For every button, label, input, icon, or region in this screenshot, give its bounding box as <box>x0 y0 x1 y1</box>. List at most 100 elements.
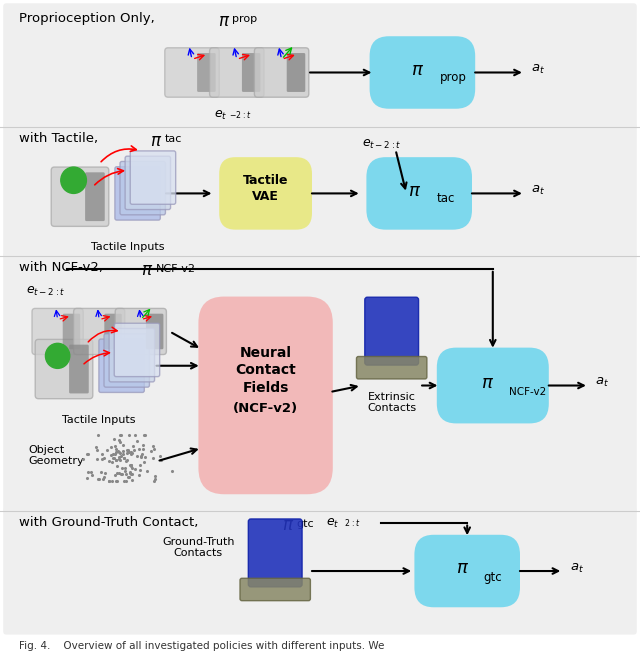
Text: Contact: Contact <box>236 363 296 378</box>
Text: $_{\ 2:t}$: $_{\ 2:t}$ <box>342 517 361 530</box>
Point <box>127 440 138 451</box>
Point <box>156 455 166 466</box>
Point <box>96 467 106 477</box>
FancyBboxPatch shape <box>109 328 155 382</box>
Point <box>124 471 134 482</box>
FancyBboxPatch shape <box>131 151 175 204</box>
Text: with NCF-v2,: with NCF-v2, <box>19 261 103 274</box>
Point <box>115 430 125 440</box>
Point <box>97 449 107 459</box>
Point <box>108 452 118 463</box>
Text: tac: tac <box>165 134 182 144</box>
Point <box>104 456 114 467</box>
FancyBboxPatch shape <box>365 297 419 365</box>
Point <box>141 466 152 476</box>
Circle shape <box>61 167 86 194</box>
FancyBboxPatch shape <box>437 348 549 423</box>
Text: $a_t$: $a_t$ <box>595 376 609 389</box>
Point <box>130 463 140 474</box>
FancyBboxPatch shape <box>248 519 302 587</box>
Text: with Tactile,: with Tactile, <box>19 132 99 145</box>
Point <box>126 469 136 480</box>
Point <box>138 444 148 455</box>
Text: $\pi$: $\pi$ <box>282 516 294 534</box>
Point <box>146 445 156 456</box>
Text: NCF-v2: NCF-v2 <box>509 387 546 397</box>
FancyBboxPatch shape <box>114 323 160 376</box>
Text: $\pi$: $\pi$ <box>411 61 424 79</box>
Text: $e_{t-2:t}$: $e_{t-2:t}$ <box>362 138 401 152</box>
Point <box>125 447 136 457</box>
Point <box>125 467 135 477</box>
Point <box>104 476 115 486</box>
Point <box>120 463 130 474</box>
Point <box>93 430 103 440</box>
Point <box>108 476 118 486</box>
Point <box>119 453 129 463</box>
Point <box>149 444 159 454</box>
Point <box>111 476 121 486</box>
Point <box>138 430 148 440</box>
Point <box>115 437 125 447</box>
FancyBboxPatch shape <box>255 48 309 97</box>
Text: Contacts: Contacts <box>174 548 223 558</box>
Point <box>93 474 103 484</box>
Text: Neural: Neural <box>239 345 292 360</box>
Point <box>121 455 131 466</box>
Point <box>119 453 129 463</box>
Text: $e_t$: $e_t$ <box>214 109 227 123</box>
Point <box>126 449 136 459</box>
Point <box>118 446 129 457</box>
Point <box>124 430 134 440</box>
FancyBboxPatch shape <box>3 123 637 257</box>
Point <box>129 430 140 440</box>
Point <box>150 474 160 484</box>
Point <box>86 469 97 480</box>
Point <box>111 444 121 455</box>
Point <box>92 442 102 453</box>
FancyBboxPatch shape <box>35 339 93 399</box>
FancyBboxPatch shape <box>356 357 427 379</box>
Point <box>111 476 122 486</box>
Text: $e_{t-2:t}$: $e_{t-2:t}$ <box>26 285 65 299</box>
Point <box>99 453 109 463</box>
Point <box>102 444 113 455</box>
Text: $\pi$: $\pi$ <box>150 132 163 150</box>
FancyBboxPatch shape <box>219 158 312 230</box>
Circle shape <box>45 343 70 368</box>
Point <box>136 451 146 461</box>
Point <box>124 447 134 457</box>
Point <box>122 445 132 455</box>
FancyBboxPatch shape <box>51 167 109 227</box>
Point <box>113 446 124 457</box>
Point <box>114 454 124 465</box>
Text: $\pi$: $\pi$ <box>141 261 153 279</box>
Point <box>112 468 122 478</box>
Text: Tactile Inputs: Tactile Inputs <box>92 241 164 252</box>
Point <box>78 453 88 464</box>
Text: $\pi$: $\pi$ <box>456 559 468 577</box>
Text: Extrinsic: Extrinsic <box>368 392 415 402</box>
Text: $\pi$: $\pi$ <box>408 182 420 200</box>
Point <box>113 447 124 457</box>
Point <box>82 449 92 460</box>
Point <box>86 467 96 478</box>
Point <box>97 474 108 484</box>
Point <box>148 440 158 451</box>
Point <box>140 452 150 463</box>
Point <box>106 442 116 453</box>
FancyBboxPatch shape <box>74 308 125 355</box>
Point <box>114 435 124 445</box>
Text: gtc: gtc <box>483 571 502 584</box>
FancyBboxPatch shape <box>125 156 170 210</box>
Point <box>138 440 148 450</box>
FancyBboxPatch shape <box>115 167 160 220</box>
Point <box>167 465 177 476</box>
Text: Ground-Truth: Ground-Truth <box>162 537 235 547</box>
Point <box>117 469 127 480</box>
Text: VAE: VAE <box>252 190 279 203</box>
Text: tac: tac <box>436 192 455 205</box>
Point <box>125 467 136 478</box>
Point <box>94 473 104 484</box>
FancyBboxPatch shape <box>415 535 520 608</box>
